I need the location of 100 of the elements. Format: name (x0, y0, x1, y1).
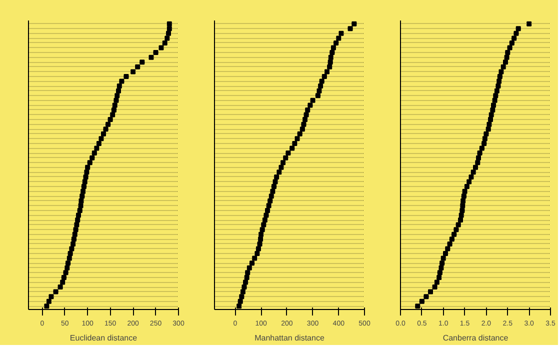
point (432, 284, 438, 290)
point (488, 112, 494, 118)
point (80, 194, 85, 199)
point (496, 78, 502, 84)
point (114, 98, 119, 103)
point (496, 84, 501, 89)
point (73, 227, 78, 232)
point (135, 64, 140, 70)
point (330, 45, 336, 50)
point (61, 274, 66, 280)
point (449, 236, 454, 242)
point (240, 289, 246, 294)
point (494, 88, 500, 94)
point (509, 40, 514, 46)
point (239, 294, 244, 300)
point (477, 150, 482, 156)
point (468, 174, 474, 180)
point (482, 140, 487, 146)
point (48, 294, 54, 300)
point (276, 170, 282, 175)
point (415, 304, 420, 309)
point (462, 188, 468, 194)
point (456, 222, 461, 228)
point (493, 93, 498, 98)
point (140, 60, 145, 65)
point (258, 236, 264, 242)
point (70, 241, 76, 246)
point (436, 274, 442, 280)
point (166, 21, 172, 26)
point (243, 280, 248, 285)
point (476, 155, 481, 160)
point (116, 88, 121, 94)
point (75, 218, 80, 223)
point (108, 117, 113, 122)
point (490, 107, 496, 112)
point (486, 126, 491, 132)
point (76, 212, 81, 218)
point (445, 246, 450, 252)
point (272, 179, 278, 184)
point (72, 232, 78, 237)
point (437, 270, 442, 276)
point (274, 174, 280, 180)
point (265, 208, 270, 213)
point (82, 179, 88, 184)
point (318, 84, 324, 89)
point (53, 289, 58, 294)
x-axis-title: Euclidean distance (70, 334, 138, 342)
point (84, 170, 90, 175)
point (315, 93, 320, 98)
point (497, 74, 502, 79)
point (58, 284, 63, 290)
point (130, 69, 136, 74)
point (492, 98, 498, 103)
point (324, 69, 330, 74)
point (81, 184, 86, 190)
point (96, 140, 102, 146)
point (116, 84, 122, 89)
point (334, 40, 339, 46)
point (266, 203, 272, 208)
point (479, 146, 484, 151)
point (328, 60, 333, 65)
x-axis-title: Canberra distance (442, 334, 509, 342)
point (484, 131, 489, 136)
point (504, 54, 510, 60)
point (166, 30, 171, 36)
point (292, 140, 298, 146)
point (101, 131, 106, 136)
point (242, 284, 247, 290)
point (503, 60, 508, 65)
point (246, 265, 252, 270)
point (286, 150, 291, 156)
point (112, 102, 118, 108)
point (470, 170, 476, 175)
point (475, 160, 480, 166)
point (278, 164, 284, 170)
point (460, 198, 466, 204)
point (283, 155, 288, 160)
point (256, 246, 261, 252)
point (114, 93, 120, 98)
point (103, 126, 108, 132)
point (250, 260, 254, 266)
point (302, 117, 308, 122)
point (338, 30, 344, 36)
point (258, 232, 264, 237)
point (94, 146, 100, 151)
point (305, 107, 310, 112)
point (454, 227, 459, 232)
point (507, 45, 512, 50)
point (328, 54, 334, 60)
point (236, 304, 242, 309)
point (261, 222, 266, 228)
point (44, 304, 50, 309)
point (514, 30, 519, 36)
point (301, 122, 306, 127)
point (245, 270, 250, 276)
point (419, 298, 424, 304)
point (71, 236, 76, 242)
point (63, 270, 68, 276)
point (280, 160, 286, 166)
point (270, 188, 276, 194)
